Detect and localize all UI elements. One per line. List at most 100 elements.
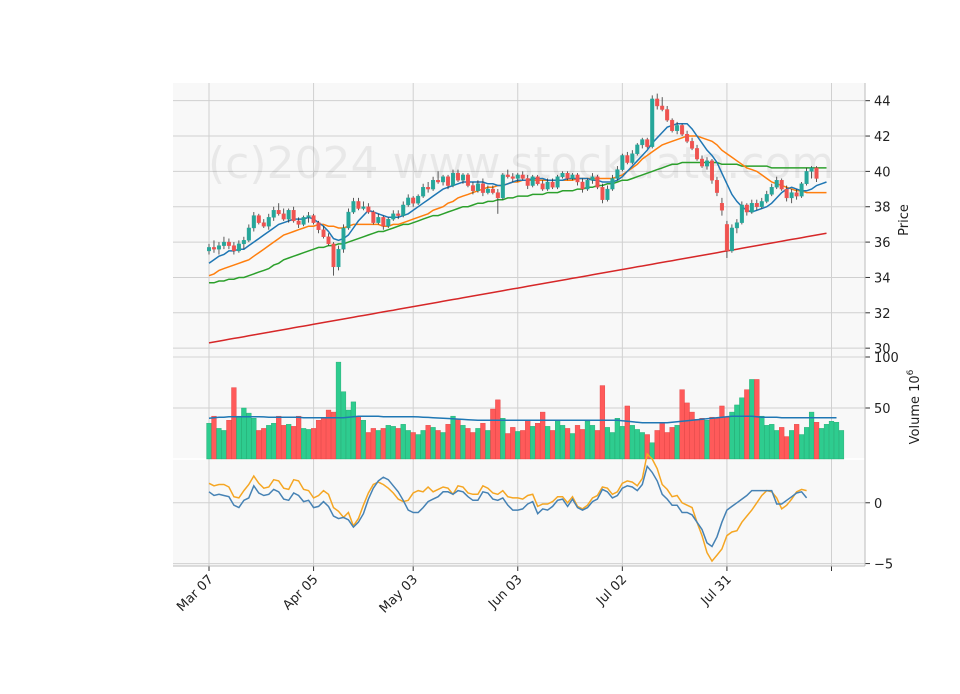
volume-bar <box>804 427 810 460</box>
candle-down <box>670 119 675 131</box>
candle-down <box>366 206 371 213</box>
volume-bar <box>694 419 700 460</box>
volume-ma-line <box>208 415 837 424</box>
volume-bar <box>579 429 586 460</box>
candle-up <box>286 210 291 220</box>
candle-up <box>346 211 351 229</box>
candle-down <box>535 176 540 184</box>
candle-down <box>296 220 301 225</box>
volume-bar <box>624 405 630 460</box>
oscillator-line-1 <box>208 452 807 563</box>
candle-up <box>361 206 366 209</box>
volume-bar <box>310 428 317 460</box>
volume-bar <box>370 428 376 460</box>
volume-bar <box>530 426 536 460</box>
volume-bar <box>266 425 272 460</box>
oscillator-tick-label: 0 <box>874 497 882 512</box>
candle-up <box>585 180 590 190</box>
candle-up <box>759 201 764 207</box>
x-tick-label: Jul 31 <box>698 572 735 609</box>
volume-bar <box>609 432 615 460</box>
volume-bar <box>400 424 406 460</box>
candle-down <box>565 172 570 179</box>
volume-bar <box>415 434 421 460</box>
candle-up <box>749 203 754 213</box>
volume-bar <box>301 428 307 460</box>
volume-bar <box>555 420 561 460</box>
candle-down <box>814 167 819 179</box>
volume-bar <box>455 419 461 460</box>
candle-down <box>331 243 336 268</box>
candle-down <box>595 176 600 188</box>
volume-bar <box>226 420 232 460</box>
oscillator-panel <box>173 459 865 566</box>
candle-down <box>276 210 281 215</box>
volume-bar <box>380 428 386 460</box>
candle-down <box>316 222 321 230</box>
volume-bar <box>231 387 237 460</box>
volume-bar <box>709 416 715 460</box>
candle-down <box>695 148 700 160</box>
candle-up <box>570 174 575 179</box>
volume-bar <box>340 391 347 460</box>
price-tick-label: 40 <box>874 165 891 180</box>
volume-bar <box>779 427 785 460</box>
volume-bar <box>619 426 625 460</box>
candle-up <box>630 153 635 163</box>
candle-down <box>211 247 216 250</box>
volume-bar <box>350 401 357 460</box>
volume-bar <box>704 420 710 460</box>
volume-bar <box>320 418 327 460</box>
volume-bar <box>604 427 611 460</box>
candle-up <box>241 240 246 245</box>
volume-bar <box>813 422 820 460</box>
candle-down <box>231 245 236 252</box>
volume-bar <box>684 402 690 460</box>
candle-up <box>774 180 779 188</box>
candle-down <box>779 180 784 190</box>
candle-down <box>794 192 799 197</box>
volume-bar <box>789 430 795 460</box>
candle-down <box>256 215 261 223</box>
candle-down <box>311 215 316 223</box>
candle-down <box>396 213 401 216</box>
volume-bar <box>599 385 606 460</box>
volume-bar <box>355 415 362 460</box>
candle-up <box>216 245 221 250</box>
volume-bar <box>833 422 840 460</box>
candle-down <box>411 197 416 204</box>
candle-up <box>206 247 211 252</box>
volume-bar <box>545 426 551 460</box>
volume-bar <box>470 432 476 460</box>
candle-up <box>675 125 680 131</box>
volume-bar <box>241 407 247 460</box>
volume-bar <box>739 397 745 460</box>
price-axis-label: Price <box>897 204 912 236</box>
volume-bar <box>276 415 282 460</box>
volume-bar <box>485 430 491 460</box>
volume-bar <box>754 379 760 460</box>
volume-bar <box>450 415 456 460</box>
candle-up <box>391 213 396 220</box>
volume-bar <box>744 389 750 460</box>
volume-bar <box>395 428 401 460</box>
volume-bar <box>315 420 322 460</box>
volume-bar <box>261 428 267 460</box>
candle-down <box>226 241 231 246</box>
candle-up <box>739 204 744 223</box>
candle-up <box>640 139 645 146</box>
oscillator-line-2 <box>208 464 808 548</box>
candle-down <box>381 217 386 227</box>
volume-bar <box>385 425 391 460</box>
price-tick-label: 44 <box>874 95 891 110</box>
candle-down <box>660 105 665 110</box>
x-tick-label: Jun 03 <box>485 572 525 612</box>
volume-bar <box>769 424 775 460</box>
candle-up <box>769 187 774 195</box>
price-tick-label: 32 <box>874 307 891 322</box>
candle-down <box>680 125 685 135</box>
volume-bar <box>823 424 830 460</box>
volume-bar <box>629 425 635 460</box>
